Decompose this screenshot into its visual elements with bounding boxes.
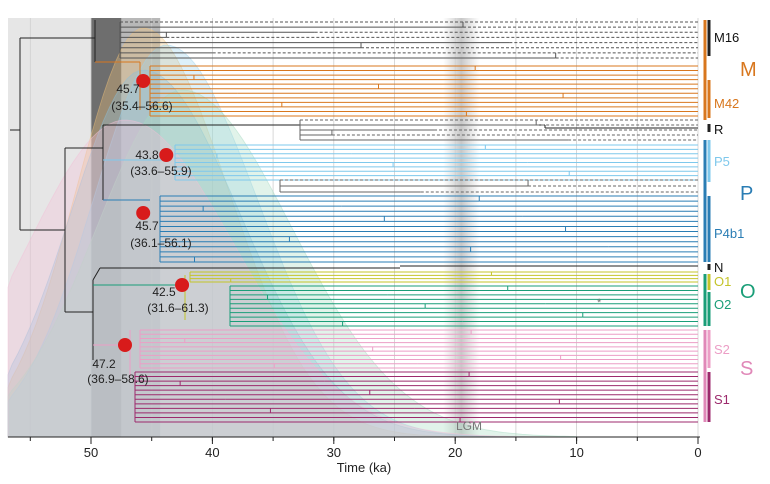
clade-label-s1: S1 [714,392,730,407]
period-band-light [8,18,91,437]
clade-label-o2: O2 [714,297,731,312]
node-dot-p5 [159,148,174,162]
node-estimates: 45.7 (35.4–56.6) 43.8 (33.6–55.9) 45.7 (36.1–… [87,74,209,386]
x-tick-label: 10 [569,445,583,460]
node-hpd-o: (31.6–61.3) [147,301,208,315]
clade-n-stem [92,267,101,281]
x-tick-label: 0 [694,445,701,460]
node-dot-p [136,206,151,220]
clade-label-s2: S2 [714,342,730,357]
superclade-label-m: M [740,59,757,81]
clade-label-n: N [714,260,723,275]
period-band-medium-band [121,18,161,437]
shaded-periods [8,18,161,437]
node-age-p5: 43.8 [135,148,159,162]
annotation-asterisk: * [597,297,602,309]
clade-label-p4b1: P4b1 [714,226,744,241]
node-age-m: 45.7 [116,82,140,96]
node-age-s: 47.2 [92,357,116,371]
clade-label-o1: O1 [714,274,731,289]
clade-labels: M16 M42 R P5 P4b1 NO1 O2 S2 S1 M P O S [703,20,757,422]
x-axis: 50 40 30 20 10 0 [8,436,702,460]
clade-label-p5: P5 [714,154,730,169]
lgm-band [443,18,480,437]
node-dot-o [175,278,190,292]
superclade-label-p: P [740,183,753,205]
node-hpd-p: (36.1–56.1) [130,236,191,250]
density-curve-o [7,89,577,438]
lgm-label: LGM [456,419,482,433]
lgm-shade [443,18,480,437]
x-tick-label: 20 [448,445,462,460]
density-curve-p [7,69,577,438]
node-dot-s [117,338,132,352]
x-tick-label: 40 [205,445,219,460]
x-tick-label: 30 [327,445,341,460]
node-hpd-p5: (33.6–55.9) [130,164,191,178]
clade-label-m42: M42 [714,96,739,111]
node-age-o: 42.5 [152,285,176,299]
density-curve-s [7,119,577,438]
x-axis-title: Time (ka) [337,460,391,475]
tree-branches: * [10,20,698,423]
node-hpd-m: (35.4–56.6) [111,99,172,113]
clade-label-r: R [714,122,723,137]
density-curves [7,27,577,438]
clade-label-m16: M16 [714,30,739,45]
node-dot-m [136,74,151,88]
gridlines [29,18,699,437]
node-age-p: 45.7 [135,219,159,233]
x-tick-label: 50 [84,445,98,460]
superclade-label-o: O [740,281,756,303]
superclade-label-s: S [740,358,753,380]
node-hpd-s: (36.9–58.6) [87,372,148,386]
period-band-dark-band [91,18,122,437]
